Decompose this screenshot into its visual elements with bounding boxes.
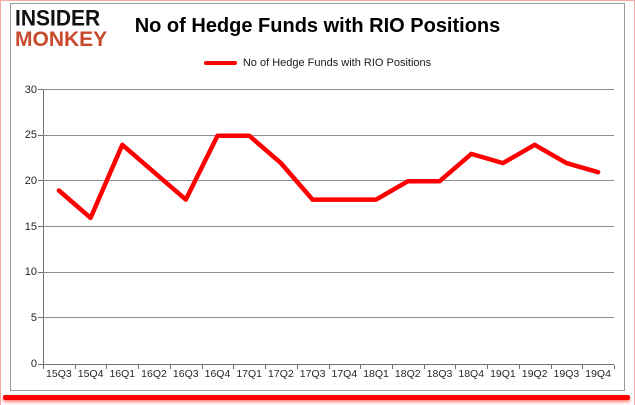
gridline-y-15 [43, 226, 614, 227]
x-axis-tick [423, 365, 425, 369]
x-tick-label-16q1: 16Q1 [109, 368, 136, 380]
gridline-y-0 [43, 364, 614, 365]
y-axis-labels: 0 5 10 15 20 25 30 [1, 84, 37, 370]
x-axis-labels: 15Q3 15Q4 16Q1 16Q2 16Q3 16Q4 17Q1 17Q2 17Q3 17Q4… [43, 368, 614, 380]
x-axis-tick [328, 365, 330, 369]
line-chart-svg [56, 133, 601, 221]
legend-line-swatch-icon [203, 60, 237, 66]
chart-title: No of Hedge Funds with RIO Positions [134, 15, 501, 37]
x-tick-label-17q2: 17Q2 [268, 368, 294, 380]
x-tick-label-18q4: 18Q4 [458, 368, 485, 380]
x-axis-tick [74, 365, 76, 369]
x-tick-label-19q1: 19Q1 [490, 368, 516, 380]
x-tick-label-17q1: 17Q1 [236, 368, 263, 380]
legend-label: No of Hedge Funds with RIO Positions [242, 57, 432, 69]
x-tick-label-15q3: 15Q3 [46, 368, 72, 380]
gridline-y-30 [43, 89, 614, 90]
logo-monkey-text: MONKEY [15, 28, 108, 51]
x-tick-label-15q4: 15Q4 [77, 368, 104, 380]
x-tick-label-16q3: 16Q3 [172, 368, 199, 380]
x-axis-tick [138, 365, 140, 369]
x-tick-label-16q4: 16Q4 [204, 368, 231, 380]
y-axis-tick [38, 226, 43, 227]
y-tick-label: 25 [24, 129, 37, 142]
y-tick-label: 10 [24, 266, 37, 279]
y-axis-tick [38, 180, 43, 182]
y-tick-label: 20 [24, 174, 37, 187]
x-axis-tick [106, 365, 108, 369]
chart-frame [10, 3, 625, 391]
bottom-red-bar [3, 395, 630, 400]
y-axis-tick [38, 89, 43, 90]
y-axis-line [43, 90, 44, 365]
x-axis-tick [201, 365, 203, 369]
x-tick-label-18q2: 18Q2 [394, 368, 421, 380]
chart-legend: No of Hedge Funds with RIO Positions [1, 57, 634, 69]
y-tick-label: 30 [24, 83, 37, 96]
x-axis-tick [169, 365, 171, 369]
x-axis-tick [455, 365, 457, 369]
y-tick-label: 0 [30, 357, 37, 370]
gridline-y-20 [43, 180, 614, 182]
x-axis-tick [550, 365, 552, 369]
y-axis-tick [38, 364, 43, 365]
x-axis-tick [233, 365, 235, 369]
plot-area [38, 89, 615, 369]
x-axis-tick [360, 365, 362, 369]
x-axis-tick [582, 365, 584, 369]
gridline-y-5 [43, 317, 614, 319]
x-tick-label-19q4: 19Q4 [585, 368, 611, 380]
gridline-y-25 [43, 134, 614, 136]
x-axis-tick [265, 365, 267, 369]
insider-monkey-logo: INSIDER MONKEY [15, 6, 108, 51]
x-tick-label-17q3: 17Q3 [299, 368, 326, 380]
y-axis-tick [38, 271, 43, 273]
x-axis-tick [518, 365, 520, 369]
x-axis-tick [487, 365, 489, 369]
x-tick-label-17q4: 17Q4 [331, 368, 358, 380]
x-tick-label-18q1: 18Q1 [363, 368, 389, 380]
series-line-rio-positions [56, 133, 601, 221]
x-axis-tick [614, 365, 615, 369]
x-tick-label-16q2: 16Q2 [141, 368, 167, 380]
y-axis-tick [38, 134, 43, 136]
x-axis-tick [391, 365, 393, 369]
gridline-y-10 [43, 271, 614, 273]
y-tick-label: 15 [24, 220, 37, 233]
x-tick-label-18q3: 18Q3 [426, 368, 453, 380]
logo-insider-text: INSIDER [15, 6, 101, 31]
x-axis-tick [296, 365, 298, 369]
x-axis-tick [43, 365, 44, 369]
y-axis-tick [38, 317, 43, 319]
y-tick-label: 5 [30, 311, 37, 324]
x-tick-label-19q3: 19Q3 [553, 368, 580, 380]
x-tick-label-19q2: 19Q2 [521, 368, 548, 380]
